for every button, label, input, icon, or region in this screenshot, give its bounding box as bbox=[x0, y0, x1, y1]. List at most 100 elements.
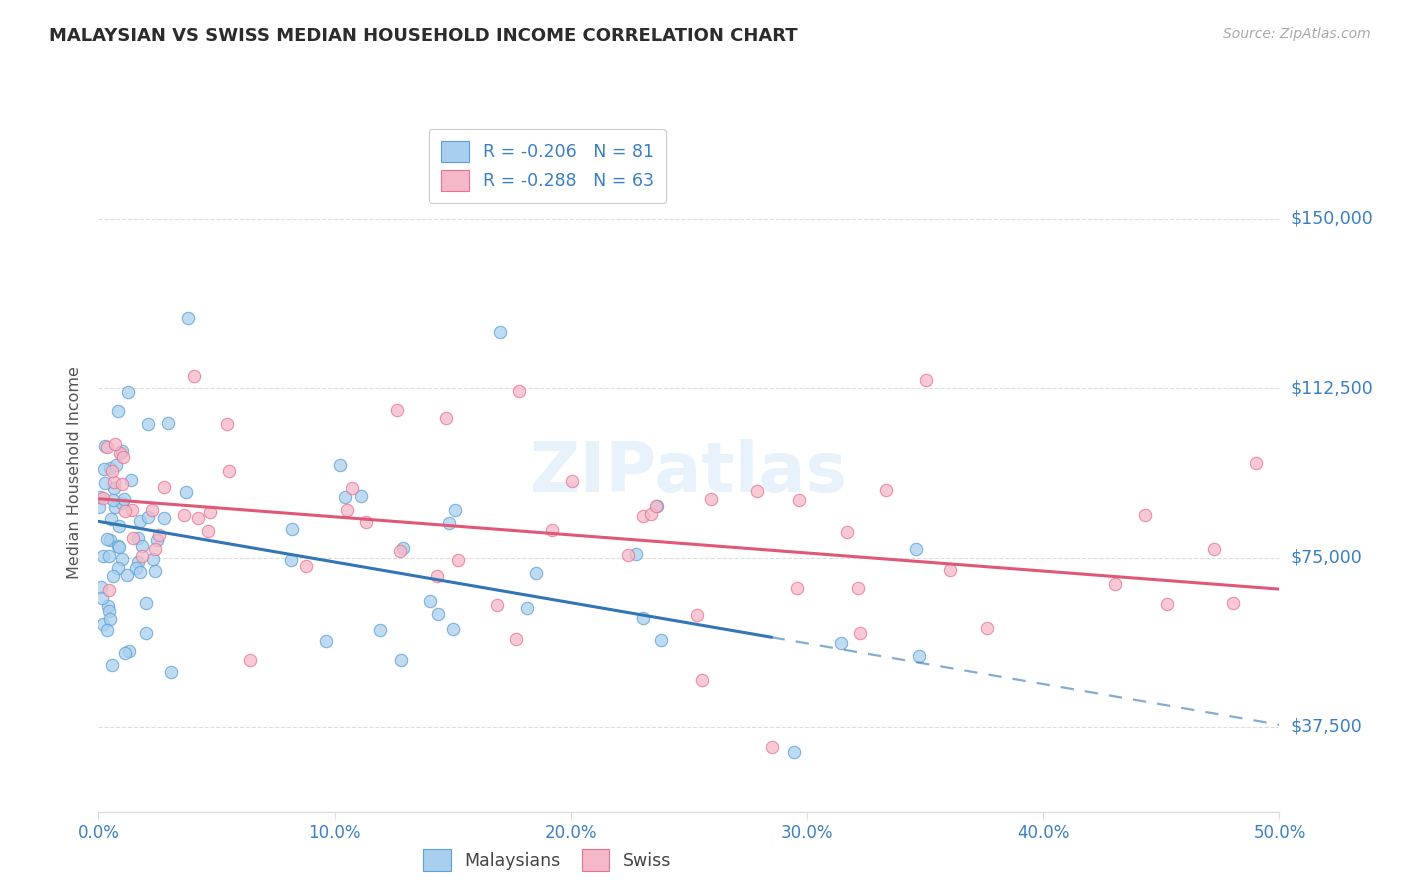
Point bbox=[447, 553, 470, 567]
Point bbox=[152, 480, 174, 494]
Point bbox=[908, 648, 931, 663]
Point bbox=[340, 481, 363, 495]
Point bbox=[1104, 577, 1126, 591]
Point bbox=[117, 385, 139, 400]
Point bbox=[143, 542, 166, 557]
Point bbox=[101, 464, 124, 478]
Point bbox=[541, 523, 564, 537]
Point bbox=[218, 464, 240, 478]
Point bbox=[141, 503, 163, 517]
Point bbox=[120, 473, 142, 487]
Point bbox=[100, 511, 122, 525]
Point bbox=[111, 450, 134, 465]
Point bbox=[107, 403, 129, 417]
Point bbox=[104, 437, 127, 451]
Point bbox=[103, 475, 125, 489]
Point bbox=[830, 636, 852, 650]
Point bbox=[136, 510, 159, 524]
Point bbox=[516, 601, 538, 615]
Point bbox=[121, 503, 143, 517]
Point bbox=[93, 462, 115, 476]
Text: MALAYSIAN VS SWISS MEDIAN HOUSEHOLD INCOME CORRELATION CHART: MALAYSIAN VS SWISS MEDIAN HOUSEHOLD INCO… bbox=[49, 27, 797, 45]
Point bbox=[336, 503, 359, 517]
Point bbox=[939, 564, 962, 578]
Point bbox=[112, 491, 135, 506]
Point bbox=[89, 500, 111, 515]
Point bbox=[91, 617, 114, 632]
Point bbox=[111, 477, 134, 491]
Point bbox=[111, 495, 134, 509]
Point bbox=[97, 604, 120, 618]
Point bbox=[89, 490, 111, 504]
Point bbox=[419, 593, 441, 607]
Point bbox=[114, 647, 136, 661]
Point bbox=[700, 492, 723, 507]
Point bbox=[281, 521, 304, 535]
Point bbox=[131, 549, 153, 564]
Point bbox=[685, 608, 707, 623]
Point bbox=[148, 528, 170, 542]
Point bbox=[107, 540, 129, 554]
Point bbox=[1133, 508, 1156, 522]
Point bbox=[131, 539, 153, 553]
Text: Source: ZipAtlas.com: Source: ZipAtlas.com bbox=[1223, 27, 1371, 41]
Point bbox=[1202, 541, 1225, 556]
Point bbox=[121, 531, 143, 545]
Point bbox=[976, 622, 998, 636]
Point bbox=[108, 445, 131, 459]
Point bbox=[385, 403, 408, 417]
Point bbox=[145, 564, 167, 578]
Point bbox=[177, 310, 200, 325]
Point bbox=[690, 673, 713, 688]
Point bbox=[392, 541, 415, 555]
Point bbox=[787, 493, 810, 508]
Point bbox=[156, 416, 179, 430]
Point bbox=[94, 439, 117, 453]
Point bbox=[129, 565, 152, 579]
Point bbox=[315, 633, 337, 648]
Point bbox=[443, 622, 465, 636]
Point bbox=[640, 507, 662, 521]
Point bbox=[107, 539, 129, 553]
Point bbox=[115, 568, 138, 582]
Point bbox=[98, 460, 121, 475]
Point bbox=[1244, 456, 1267, 470]
Point bbox=[114, 504, 136, 518]
Point bbox=[524, 566, 547, 580]
Y-axis label: Median Household Income: Median Household Income bbox=[67, 367, 83, 579]
Point bbox=[835, 524, 858, 539]
Point bbox=[508, 384, 530, 399]
Point bbox=[98, 583, 121, 598]
Point bbox=[101, 658, 124, 673]
Text: $75,000: $75,000 bbox=[1291, 549, 1362, 566]
Point bbox=[96, 532, 118, 546]
Point bbox=[118, 644, 141, 658]
Point bbox=[505, 632, 527, 646]
Point bbox=[783, 745, 806, 759]
Point bbox=[101, 569, 124, 583]
Point bbox=[437, 516, 460, 530]
Point bbox=[91, 491, 114, 505]
Point bbox=[124, 561, 146, 575]
Point bbox=[368, 624, 391, 638]
Point bbox=[173, 508, 195, 522]
Point bbox=[426, 569, 449, 583]
Point bbox=[91, 549, 114, 563]
Point bbox=[98, 612, 121, 626]
Point bbox=[624, 548, 647, 562]
Point bbox=[103, 481, 125, 495]
Point bbox=[129, 514, 152, 528]
Point bbox=[183, 368, 205, 383]
Text: $112,500: $112,500 bbox=[1291, 379, 1374, 397]
Point bbox=[486, 598, 509, 612]
Point bbox=[1222, 597, 1244, 611]
Point bbox=[94, 476, 117, 491]
Point bbox=[389, 653, 412, 667]
Point bbox=[111, 552, 134, 566]
Point bbox=[645, 500, 668, 514]
Point bbox=[426, 607, 449, 622]
Point bbox=[631, 610, 654, 624]
Point bbox=[849, 626, 872, 640]
Legend: Malaysians, Swiss: Malaysians, Swiss bbox=[416, 843, 679, 878]
Point bbox=[174, 485, 197, 500]
